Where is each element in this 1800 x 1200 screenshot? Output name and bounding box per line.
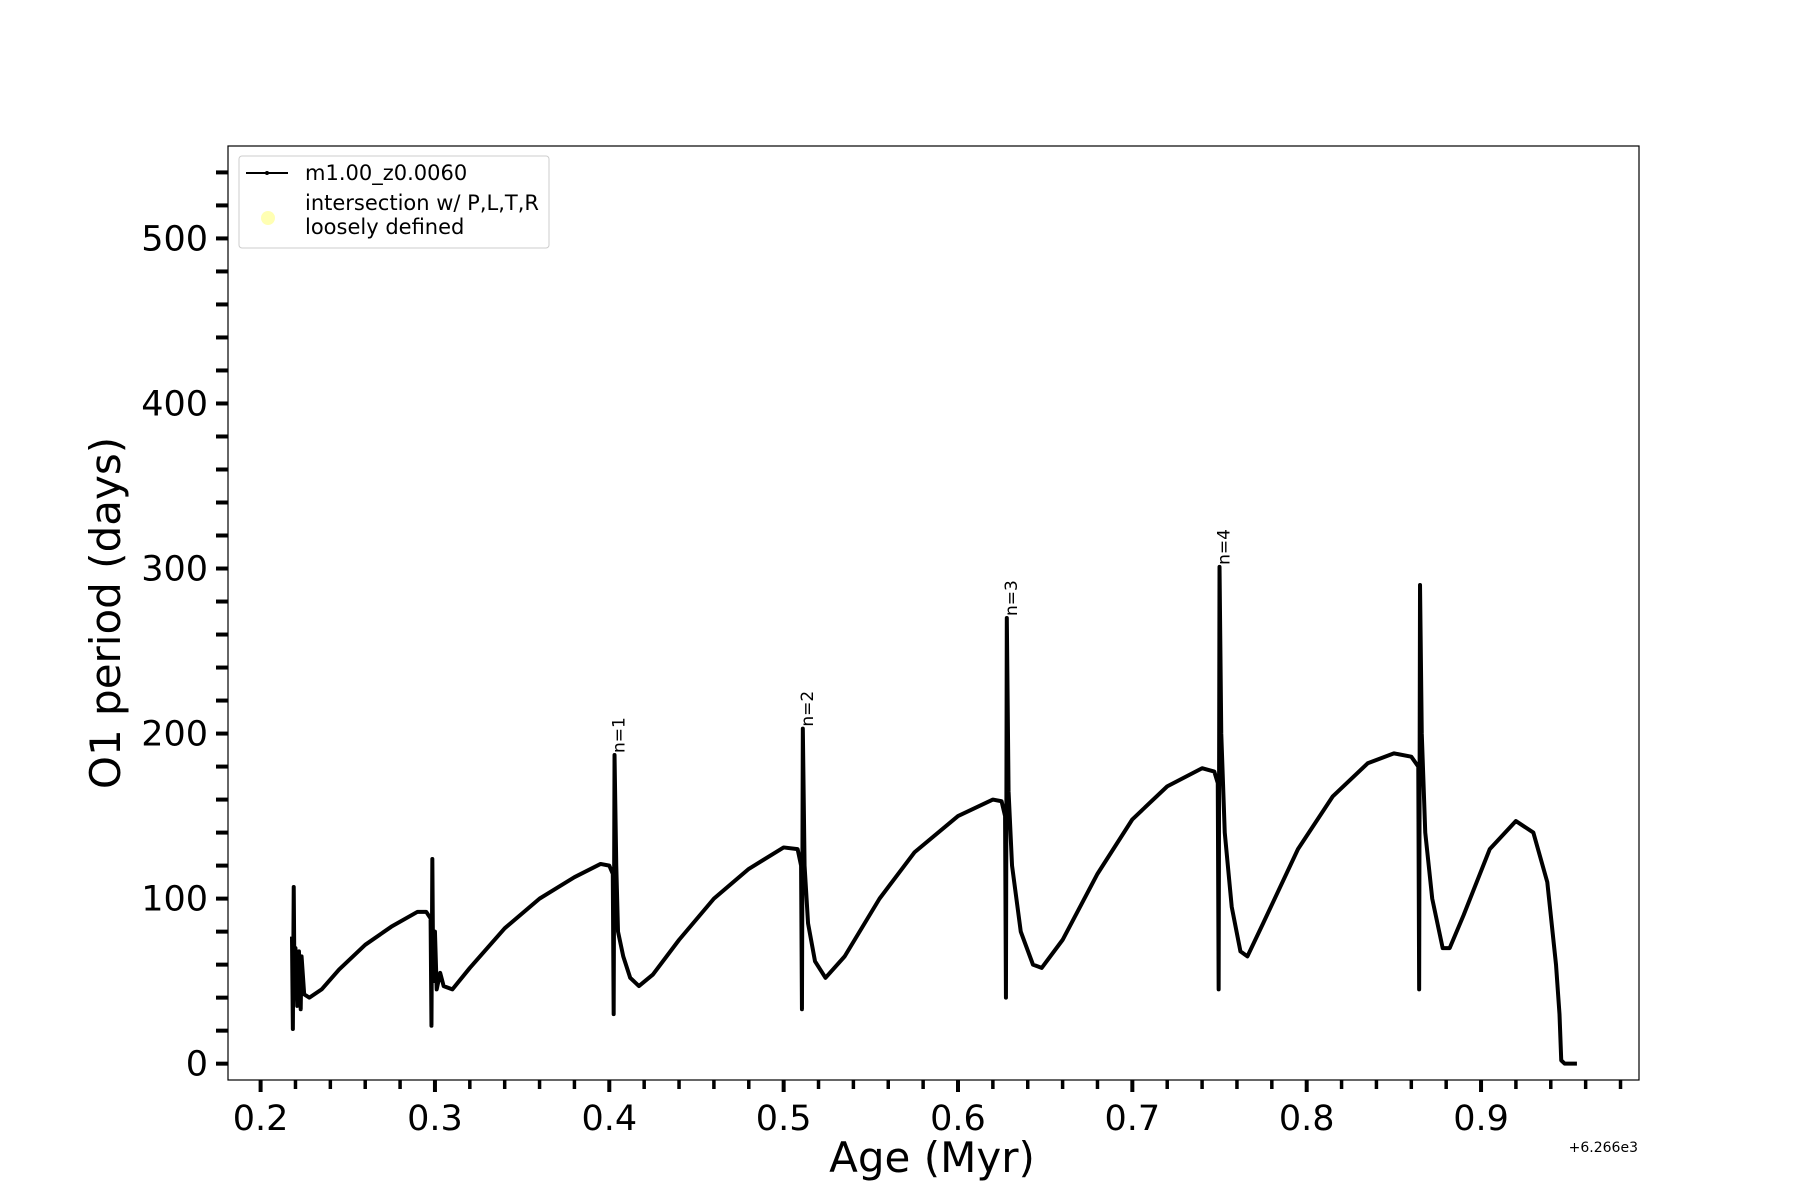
legend-label: m1.00_z0.0060 xyxy=(305,161,467,186)
legend-label: intersection w/ P,L,T,R loosely defined xyxy=(305,191,539,239)
y-tick-label: 500 xyxy=(141,219,208,259)
annotation: n=1 xyxy=(610,717,630,753)
x-tick-label: 0.6 xyxy=(930,1099,986,1139)
x-tick-label: 0.7 xyxy=(1105,1099,1161,1139)
plot-frame xyxy=(227,145,1640,1081)
y-tick-label: 400 xyxy=(141,384,208,424)
legend-box xyxy=(238,155,550,249)
annotation: n=4 xyxy=(1215,529,1235,565)
series-line xyxy=(289,564,1577,1066)
y-tick-label: 300 xyxy=(141,550,208,590)
annotation: n=3 xyxy=(1002,580,1022,616)
x-tick-label: 0.5 xyxy=(756,1099,812,1139)
offset-text: +6.266e3 xyxy=(1569,1140,1638,1156)
legend-label-line: intersection w/ P,L,T,R xyxy=(305,191,539,215)
x-axis-label: Age (Myr) xyxy=(829,1133,1035,1182)
x-tick-label: 0.4 xyxy=(581,1099,637,1139)
legend-marker xyxy=(261,211,275,225)
x-tick-label: 0.3 xyxy=(407,1099,463,1139)
legend-label-line: loosely defined xyxy=(305,215,464,239)
y-tick-label: 0 xyxy=(186,1045,208,1085)
legend-dot xyxy=(265,171,269,175)
annotation: n=2 xyxy=(798,691,818,727)
y-axis-label: O1 period (days) xyxy=(81,437,130,789)
x-tick-label: 0.9 xyxy=(1453,1099,1509,1139)
y-tick-label: 200 xyxy=(141,715,208,755)
y-tick-label: 100 xyxy=(141,880,208,920)
x-tick-label: 0.8 xyxy=(1279,1099,1335,1139)
x-tick-label: 0.2 xyxy=(233,1099,289,1139)
